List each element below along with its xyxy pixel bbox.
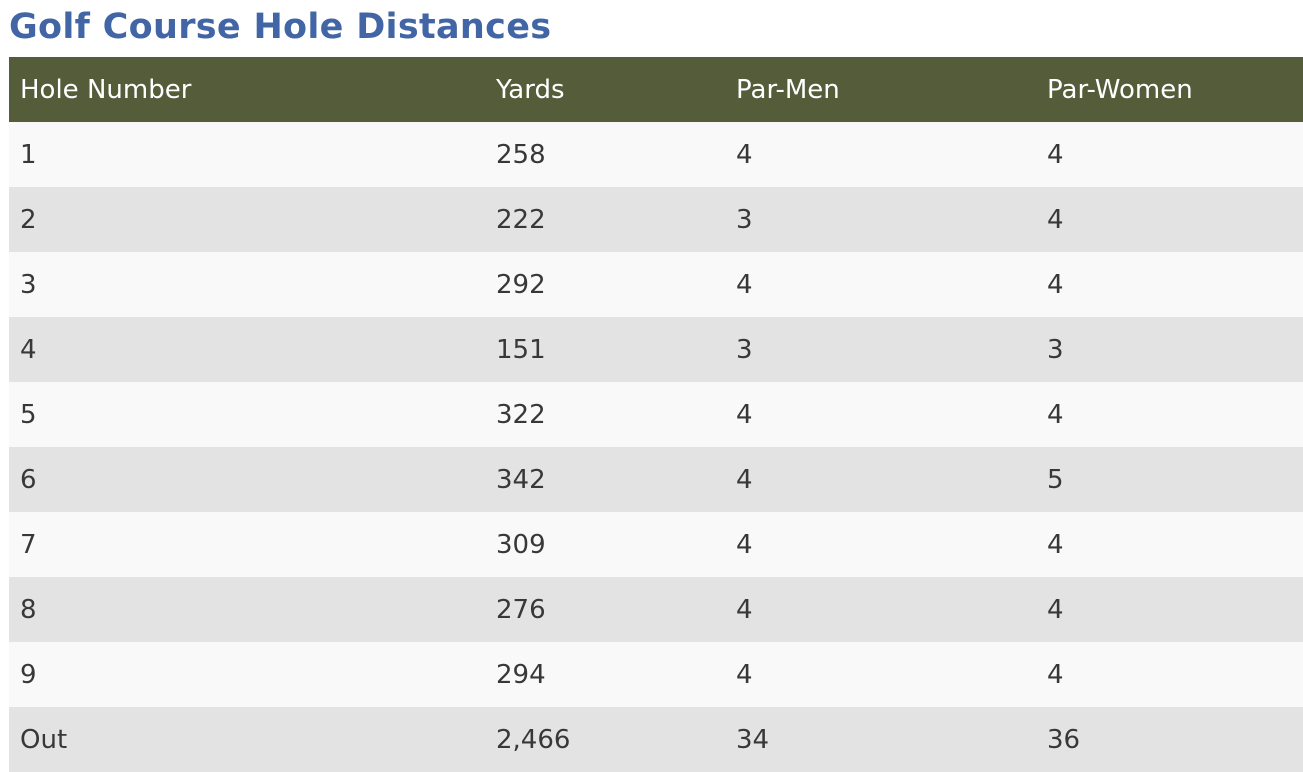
cell-hole-number: 1 xyxy=(20,139,37,170)
header-yards: Yards xyxy=(496,74,565,105)
cell-yards: 222 xyxy=(496,204,546,235)
cell-par-women: 5 xyxy=(1047,464,1064,495)
cell-hole-number: 7 xyxy=(20,529,37,560)
cell-par-men: 4 xyxy=(736,269,753,300)
table-row: 7 309 4 4 xyxy=(9,512,1303,577)
table-header: Hole Number Yards Par-Men Par-Women xyxy=(9,57,1303,122)
cell-yards: 292 xyxy=(496,269,546,300)
table-row: 9 294 4 4 xyxy=(9,642,1303,707)
page-title: Golf Course Hole Distances xyxy=(9,7,552,47)
cell-par-men: 3 xyxy=(736,334,753,365)
cell-hole-number: 2 xyxy=(20,204,37,235)
cell-par-women: 4 xyxy=(1047,204,1064,235)
cell-hole-number: Out xyxy=(20,724,68,755)
cell-hole-number: 9 xyxy=(20,659,37,690)
cell-par-men: 4 xyxy=(736,139,753,170)
header-par-men: Par-Men xyxy=(736,74,840,105)
cell-par-women: 4 xyxy=(1047,659,1064,690)
cell-par-men: 4 xyxy=(736,529,753,560)
cell-hole-number: 3 xyxy=(20,269,37,300)
cell-par-women: 4 xyxy=(1047,399,1064,430)
cell-yards: 258 xyxy=(496,139,546,170)
header-hole-number: Hole Number xyxy=(20,74,192,105)
cell-hole-number: 5 xyxy=(20,399,37,430)
table-row-total: Out 2,466 34 36 xyxy=(9,707,1303,772)
table-row: 3 292 4 4 xyxy=(9,252,1303,317)
table-row: 1 258 4 4 xyxy=(9,122,1303,187)
cell-par-men: 4 xyxy=(736,399,753,430)
cell-hole-number: 4 xyxy=(20,334,37,365)
cell-par-men: 4 xyxy=(736,464,753,495)
cell-yards: 322 xyxy=(496,399,546,430)
cell-hole-number: 8 xyxy=(20,594,37,625)
table-row: 2 222 3 4 xyxy=(9,187,1303,252)
cell-yards: 342 xyxy=(496,464,546,495)
table-body: 1 258 4 4 2 222 3 4 3 292 4 4 4 151 3 3 … xyxy=(9,122,1303,772)
cell-par-men: 34 xyxy=(736,724,770,755)
cell-par-men: 4 xyxy=(736,594,753,625)
header-row: Hole Number Yards Par-Men Par-Women xyxy=(9,57,1303,122)
cell-par-women: 36 xyxy=(1047,724,1081,755)
cell-yards: 276 xyxy=(496,594,546,625)
header-par-women: Par-Women xyxy=(1047,74,1193,105)
table-row: 8 276 4 4 xyxy=(9,577,1303,642)
cell-par-men: 3 xyxy=(736,204,753,235)
cell-hole-number: 6 xyxy=(20,464,37,495)
cell-yards: 309 xyxy=(496,529,546,560)
cell-par-women: 4 xyxy=(1047,594,1064,625)
table-row: 6 342 4 5 xyxy=(9,447,1303,512)
hole-distances-table: Hole Number Yards Par-Men Par-Women 1 25… xyxy=(9,57,1303,772)
cell-yards: 151 xyxy=(496,334,546,365)
table-row: 5 322 4 4 xyxy=(9,382,1303,447)
cell-par-women: 4 xyxy=(1047,139,1064,170)
cell-yards: 2,466 xyxy=(496,724,571,755)
table-row: 4 151 3 3 xyxy=(9,317,1303,382)
cell-par-women: 3 xyxy=(1047,334,1064,365)
cell-par-women: 4 xyxy=(1047,529,1064,560)
cell-par-women: 4 xyxy=(1047,269,1064,300)
cell-par-men: 4 xyxy=(736,659,753,690)
cell-yards: 294 xyxy=(496,659,546,690)
